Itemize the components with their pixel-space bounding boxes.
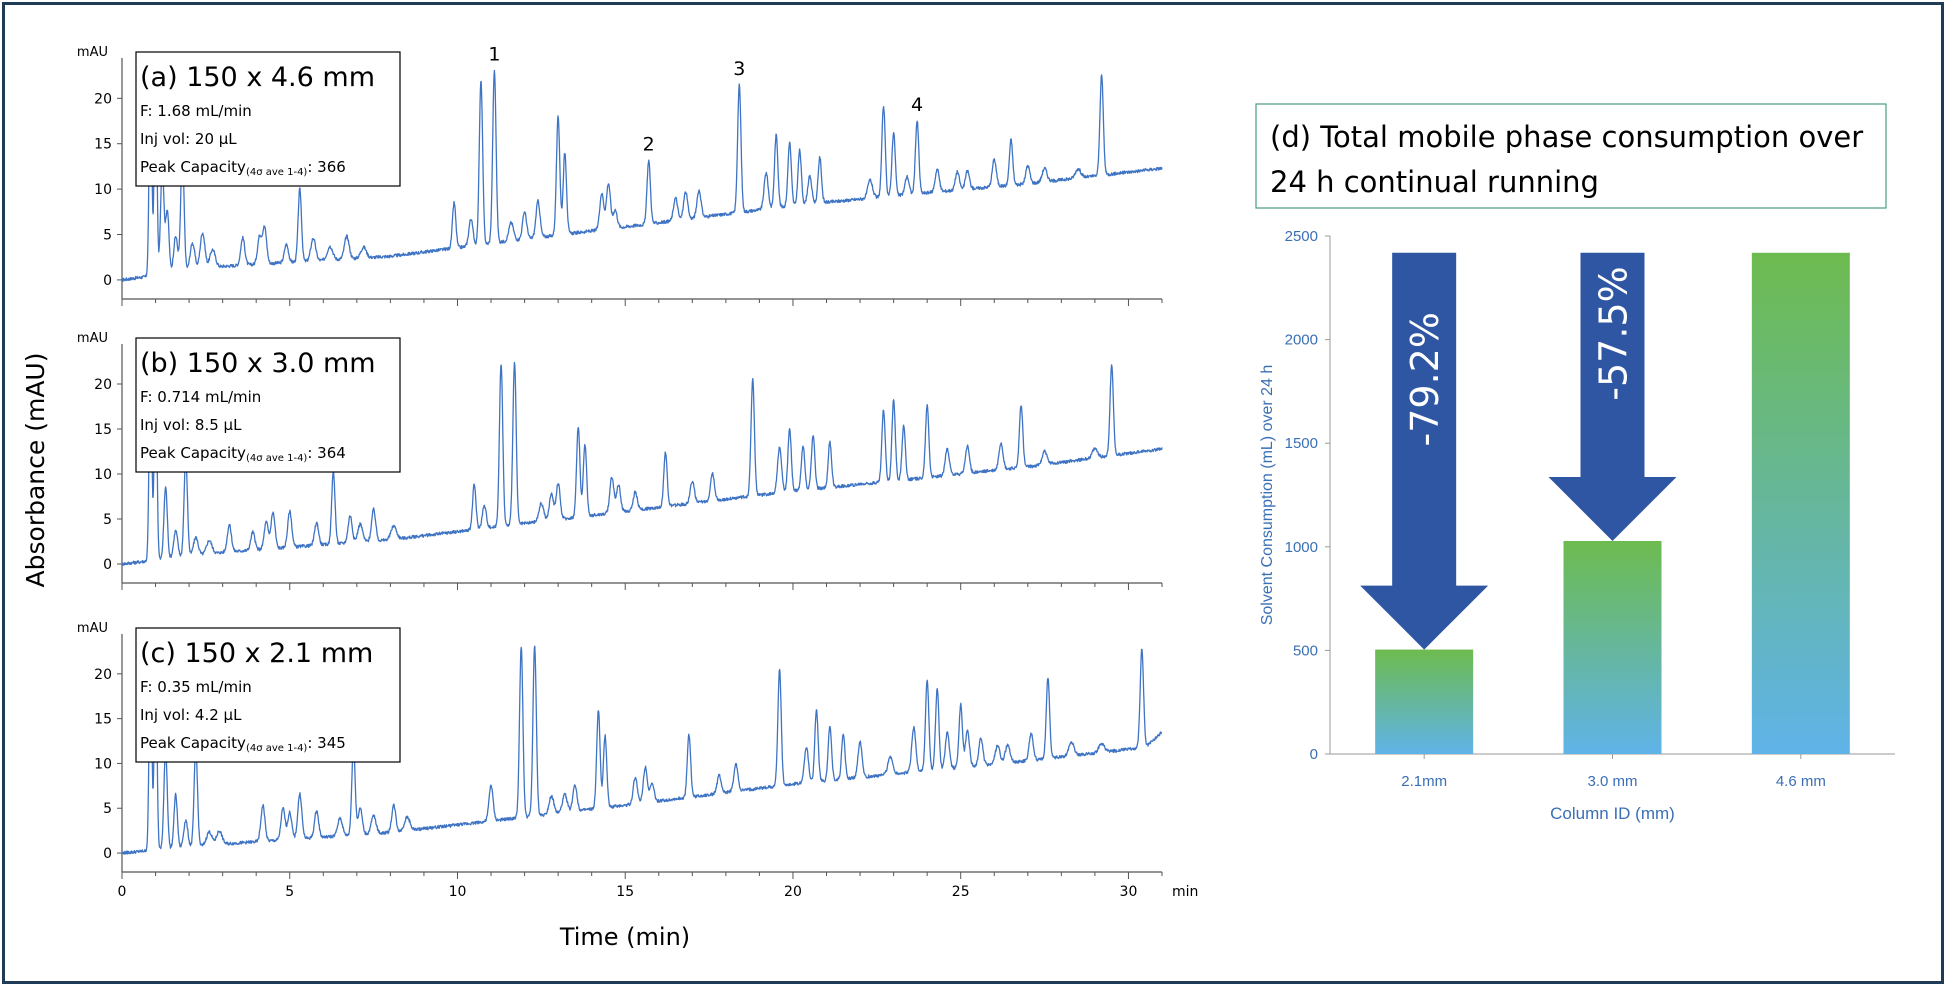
bar-x-axis-label: Column ID (mm): [1550, 804, 1675, 823]
peak-capacity-subscript: (4σ ave 1-4): [246, 743, 307, 754]
x-tick-label: 25: [952, 884, 970, 900]
bar-3-0mm: [1563, 540, 1662, 754]
y-tick-label: 20: [94, 667, 112, 683]
peak-number-label: 3: [733, 58, 745, 80]
bar-chart-panel-d: (d) Total mobile phase consumption over 2…: [1255, 103, 1895, 823]
panel-title: (b) 150 x 3.0 mm: [140, 348, 376, 379]
y-tick-label: 20: [94, 377, 112, 393]
x-tick-label: 10: [449, 884, 467, 900]
injection-volume-label: Inj vol: 8.5 µL: [140, 416, 242, 434]
flow-rate-label: F: 0.714 mL/min: [140, 388, 261, 406]
x-tick-label: 0: [118, 884, 127, 900]
peak-capacity-text: Peak Capacity: [140, 158, 246, 176]
bar-category-label: 4.6 mm: [1776, 773, 1826, 790]
y-tick-label: 0: [103, 273, 112, 289]
bar-y-tick-label: 1500: [1285, 435, 1318, 452]
peak-capacity-text: Peak Capacity: [140, 734, 246, 752]
peak-capacity-value: : 366: [307, 158, 345, 176]
flow-rate-label: F: 1.68 mL/min: [140, 102, 252, 120]
y-unit-label: mAU: [77, 621, 108, 636]
bar-category-label: 2.1mm: [1401, 773, 1447, 790]
y-tick-label: 10: [94, 756, 112, 772]
chromatogram-trace: [121, 350, 1163, 566]
info-box: [135, 51, 401, 187]
reduction-arrow: [1548, 252, 1677, 541]
bar-2-1mm: [1375, 649, 1474, 754]
injection-volume-label: Inj vol: 4.2 µL: [140, 706, 242, 724]
bar-y-axis-label: Solvent Consumption (mL) over 24 h: [1259, 365, 1276, 626]
peak-capacity-value: : 364: [307, 444, 345, 462]
reduction-percent-label: -57.5%: [1592, 266, 1636, 400]
info-box: [135, 337, 401, 473]
bar-chart-title-line1: (d) Total mobile phase consumption over: [1270, 120, 1863, 154]
bar-chart-title-box: [1255, 103, 1887, 209]
panel-title: (a) 150 x 4.6 mm: [140, 62, 375, 93]
y-unit-label: mAU: [77, 45, 108, 60]
reduction-arrow: [1360, 252, 1489, 650]
chromatogram-panel-c: mAU 0 5 10 15 20 0 5 10 15 20 25 30 min (c) 150 x 2.1 …: [77, 621, 1198, 900]
injection-volume-label: Inj vol: 20 µL: [140, 130, 237, 148]
panel-title: (c) 150 x 2.1 mm: [140, 638, 373, 669]
chromatogram-trace: [121, 640, 1163, 855]
bar-y-tick-label: 2000: [1285, 332, 1318, 349]
x-unit-label: min: [1172, 884, 1198, 900]
info-box: [135, 627, 401, 763]
y-tick-label: 10: [94, 182, 112, 198]
peak-capacity-label: Peak Capacity(4σ ave 1-4): 364: [140, 444, 346, 464]
flow-rate-label: F: 0.35 mL/min: [140, 678, 252, 696]
peak-capacity-subscript: (4σ ave 1-4): [246, 167, 307, 178]
x-tick-label: 5: [285, 884, 294, 900]
peak-capacity-label: Peak Capacity(4σ ave 1-4): 366: [140, 158, 346, 178]
peak-number-label: 1: [488, 43, 500, 65]
y-tick-label: 10: [94, 467, 112, 483]
y-tick-label: 0: [103, 846, 112, 862]
y-tick-label: 5: [103, 801, 112, 817]
bar-4-6mm: [1751, 252, 1850, 754]
shared-y-axis-label: Absorbance (mAU): [21, 353, 50, 588]
reduction-percent-label: -79.2%: [1403, 312, 1447, 446]
y-tick-label: 15: [94, 712, 112, 728]
bar-y-tick-label: 500: [1293, 642, 1318, 659]
y-tick-label: 20: [94, 91, 112, 107]
bar-y-tick-label: 0: [1310, 746, 1318, 763]
chromatogram-panel-a: mAU 0 5 10 15 20 1 2 3 4 (a) 150 x 4.6 mm F: 1.68 m…: [77, 43, 1163, 306]
chromatogram-trace: [121, 64, 1163, 282]
y-unit-label: mAU: [77, 331, 108, 346]
y-tick-label: 5: [103, 512, 112, 528]
y-tick-label: 0: [103, 557, 112, 573]
peak-capacity-value: : 345: [307, 734, 345, 752]
x-tick-label: 30: [1120, 884, 1138, 900]
bar-category-label: 3.0 mm: [1587, 773, 1637, 790]
shared-x-axis-label: Time (min): [559, 923, 690, 951]
chromatogram-panel-b: mAU 0 5 10 15 20 (b) 150 x 3.0 mm F: 0.714 mL/m…: [77, 331, 1163, 590]
y-tick-label: 5: [103, 228, 112, 244]
y-tick-label: 15: [94, 137, 112, 153]
y-tick-label: 15: [94, 422, 112, 438]
bar-chart-title-line2: 24 h continual running: [1270, 165, 1599, 199]
peak-capacity-label: Peak Capacity(4σ ave 1-4): 345: [140, 734, 346, 754]
peak-capacity-text: Peak Capacity: [140, 444, 246, 462]
peak-number-label: 4: [911, 94, 923, 116]
bar-y-tick-label: 2500: [1285, 228, 1318, 245]
peak-number-label: 2: [643, 133, 655, 155]
x-tick-label: 20: [784, 884, 802, 900]
bar-y-tick-label: 1000: [1285, 539, 1318, 556]
peak-capacity-subscript: (4σ ave 1-4): [246, 453, 307, 464]
x-tick-label: 15: [616, 884, 634, 900]
